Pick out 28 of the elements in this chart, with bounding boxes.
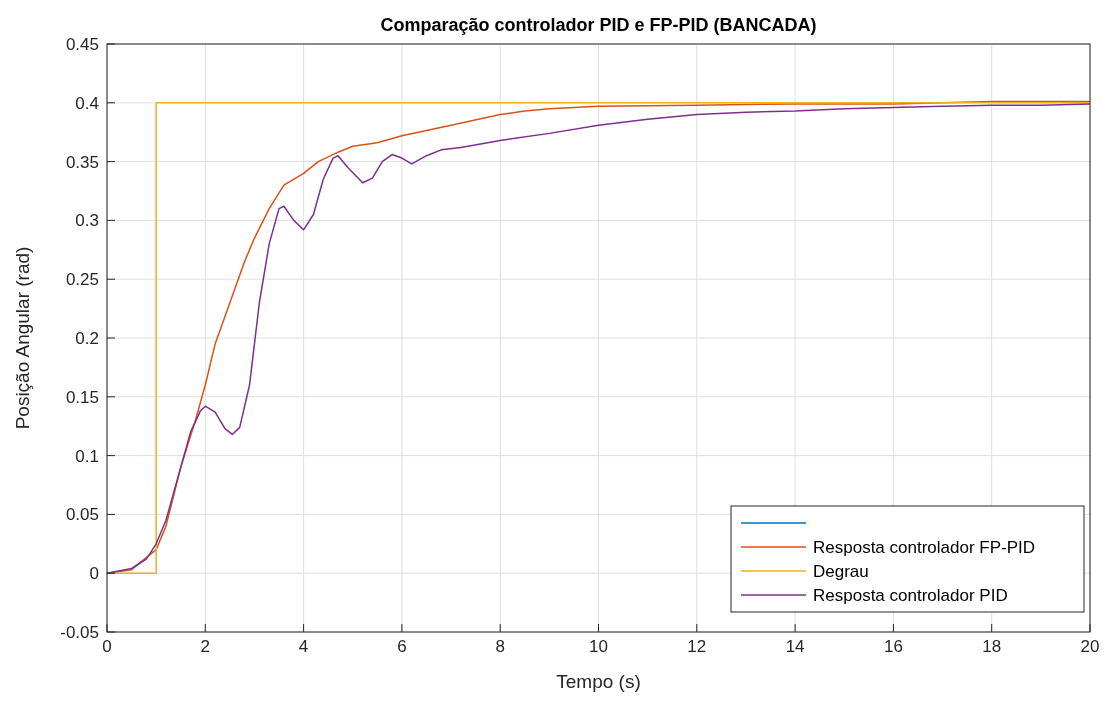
- x-tick-label: 8: [495, 637, 505, 656]
- legend-label: Resposta controlador FP-PID: [813, 538, 1036, 557]
- y-tick-label: 0.15: [65, 387, 99, 407]
- x-axis-title: Tempo (s): [556, 671, 641, 692]
- y-tick-label: 0.35: [65, 152, 99, 172]
- y-tick-label: 0.05: [65, 505, 99, 525]
- x-tick-label: 16: [883, 637, 903, 656]
- y-tick-label: -0.05: [60, 623, 99, 642]
- y-tick-label: 0: [89, 564, 99, 584]
- legend-label: Degrau: [813, 562, 869, 581]
- y-tick-label: 0.3: [75, 211, 99, 231]
- x-tick-label: 10: [589, 637, 608, 656]
- y-tick-label: 0.4: [75, 93, 99, 113]
- y-tick-label: 0.2: [75, 329, 99, 348]
- y-tick-label: 0.45: [65, 35, 99, 54]
- x-tick-label: 2: [200, 637, 211, 656]
- y-axis-title: Posição Angular (rad): [12, 246, 33, 430]
- x-tick-label: 4: [298, 637, 309, 656]
- x-tick-label: 18: [982, 637, 1002, 656]
- x-tick-label: 6: [397, 637, 407, 656]
- y-tick-label: 0.25: [65, 270, 99, 290]
- x-tick-label: 0: [102, 637, 112, 656]
- chart-title: Comparação controlador PID e FP-PID (BANCADA): [380, 15, 817, 35]
- y-tick-label: 0.1: [75, 446, 99, 466]
- x-tick-label: 12: [687, 637, 707, 656]
- x-tick-label: 20: [1080, 637, 1100, 656]
- x-tick-label: 14: [785, 637, 805, 656]
- legend-label: Resposta controlador PID: [813, 586, 1008, 605]
